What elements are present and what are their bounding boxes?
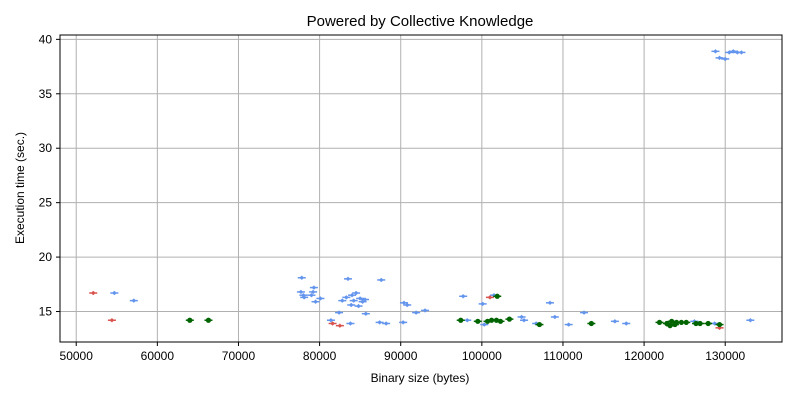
data-point	[107, 318, 116, 323]
y-tick-label: 35	[39, 87, 53, 101]
data-point	[682, 319, 691, 326]
x-tick-label: 50000	[60, 349, 94, 363]
x-axis-ticks: 50000 60000 70000 80000 90000 100000 110000 120…	[60, 342, 746, 363]
y-axis-ticks: 15 20 25 30 35 40	[39, 32, 60, 319]
data-point	[580, 310, 589, 315]
y-tick-label: 15	[39, 305, 53, 319]
data-point	[704, 320, 713, 327]
x-tick-label: 120000	[624, 349, 664, 363]
x-tick-label: 80000	[303, 349, 337, 363]
data-point	[715, 321, 724, 328]
data-point	[610, 319, 619, 324]
data-point	[129, 298, 138, 303]
data-point	[347, 302, 356, 307]
x-tick-label: 130000	[705, 349, 745, 363]
x-tick-label: 60000	[141, 349, 175, 363]
data-point	[399, 300, 408, 305]
plot-frame	[59, 34, 783, 343]
data-point	[545, 300, 554, 305]
y-tick-label: 30	[39, 141, 53, 155]
data-point	[297, 275, 306, 280]
data-point	[309, 285, 318, 290]
data-point	[375, 320, 384, 325]
data-point	[421, 308, 430, 313]
data-point	[459, 294, 468, 299]
data-point	[296, 289, 305, 294]
data-point	[185, 317, 194, 323]
x-axis-label: Binary size (bytes)	[371, 371, 470, 385]
data-point	[356, 296, 365, 301]
data-point	[670, 321, 679, 328]
data-point	[496, 318, 505, 324]
data-point	[352, 291, 361, 296]
y-tick-label: 25	[39, 196, 53, 210]
data-point	[412, 310, 421, 315]
data-point	[535, 321, 544, 328]
data-point	[311, 299, 320, 304]
data-point	[517, 314, 526, 319]
x-tick-label: 110000	[543, 349, 582, 363]
x-tick-label: 100000	[462, 349, 502, 363]
data-point	[349, 298, 358, 303]
data-point	[89, 291, 98, 296]
data-point	[746, 318, 755, 323]
x-tick-label: 70000	[222, 349, 256, 363]
data-points	[89, 49, 755, 330]
data-point	[343, 276, 352, 281]
data-point	[335, 323, 344, 328]
data-point	[696, 320, 705, 327]
data-point	[335, 310, 344, 315]
y-axis-label: Execution time (sec.)	[13, 132, 27, 244]
data-point	[328, 321, 337, 326]
data-point	[348, 293, 357, 298]
data-point	[377, 277, 386, 282]
data-point	[721, 56, 730, 61]
data-point	[399, 320, 408, 325]
data-point	[307, 293, 316, 298]
data-point	[382, 321, 391, 326]
data-point	[456, 317, 465, 323]
data-point	[655, 319, 664, 326]
data-point	[361, 311, 370, 316]
chart-title: Powered by Collective Knowledge	[307, 13, 534, 30]
data-point	[326, 318, 335, 323]
data-point	[622, 321, 631, 326]
data-point	[338, 298, 347, 303]
data-point	[485, 295, 494, 300]
data-point	[550, 314, 559, 319]
data-point	[711, 49, 720, 54]
data-point	[342, 295, 351, 300]
data-point	[316, 296, 325, 301]
data-point	[480, 322, 489, 327]
data-point	[358, 299, 367, 304]
data-point	[346, 321, 355, 326]
data-point	[300, 295, 309, 300]
data-point	[505, 316, 514, 322]
data-point	[309, 289, 318, 294]
data-point	[403, 302, 412, 307]
data-point	[715, 55, 724, 60]
y-tick-label: 40	[39, 32, 53, 46]
data-point	[204, 317, 213, 323]
data-point	[587, 320, 596, 327]
data-point	[564, 322, 573, 327]
grid	[60, 35, 782, 342]
data-point	[725, 50, 734, 55]
data-point	[354, 304, 363, 309]
data-point	[493, 293, 502, 299]
data-point	[478, 301, 487, 306]
data-point	[737, 50, 746, 55]
data-point	[361, 297, 370, 302]
data-point	[473, 318, 482, 324]
y-tick-label: 20	[39, 250, 53, 264]
x-tick-label: 90000	[384, 349, 418, 363]
data-point	[110, 291, 119, 296]
data-point	[520, 318, 529, 323]
